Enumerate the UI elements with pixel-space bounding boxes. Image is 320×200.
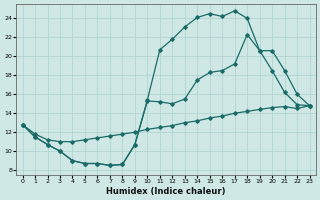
X-axis label: Humidex (Indice chaleur): Humidex (Indice chaleur) xyxy=(106,187,226,196)
